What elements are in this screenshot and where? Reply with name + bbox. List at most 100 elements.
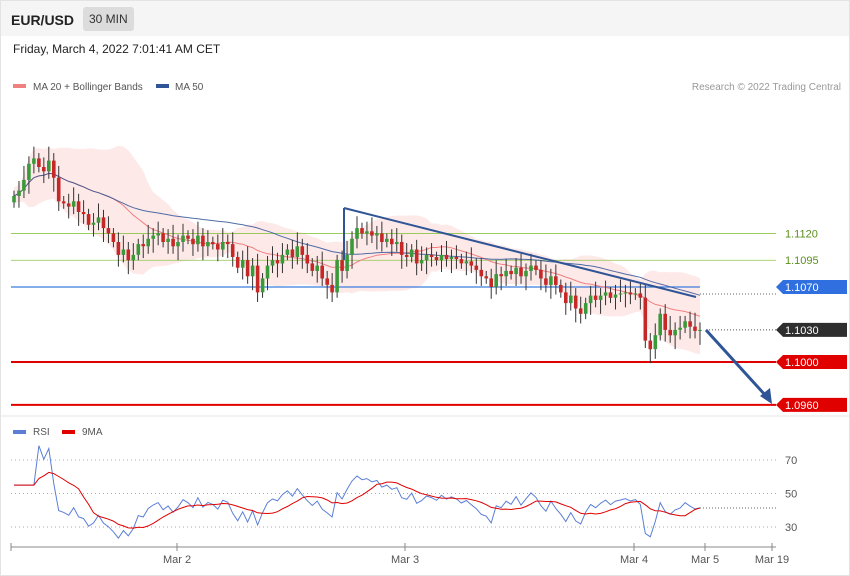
price-levels bbox=[11, 233, 776, 406]
candle-body bbox=[559, 284, 563, 293]
candle-body bbox=[360, 228, 364, 234]
candle-body bbox=[638, 293, 643, 298]
candle-body bbox=[300, 246, 305, 255]
candle-body bbox=[668, 329, 672, 336]
candle-body bbox=[96, 217, 101, 223]
bollinger-bands bbox=[14, 145, 700, 355]
candle-body bbox=[275, 260, 280, 264]
candle-body bbox=[569, 295, 573, 304]
candle-body bbox=[698, 329, 702, 331]
candle-body bbox=[409, 249, 414, 257]
candle-body bbox=[663, 313, 667, 330]
rsi-legend-label: RSI bbox=[33, 427, 50, 438]
candle-body bbox=[578, 308, 583, 314]
candle-body bbox=[181, 235, 185, 242]
candle-body bbox=[101, 217, 106, 229]
candle-body bbox=[628, 292, 633, 295]
time-axis-label: Mar 19 bbox=[755, 554, 789, 566]
candle-body bbox=[126, 249, 131, 261]
candle-body bbox=[201, 235, 205, 247]
candle-body bbox=[91, 222, 96, 225]
candle-body bbox=[161, 233, 165, 242]
candle-body bbox=[504, 270, 508, 277]
candle-body bbox=[295, 246, 300, 257]
candle-body bbox=[380, 233, 384, 242]
level-label-tag bbox=[776, 397, 847, 412]
candle-body bbox=[683, 321, 687, 328]
candle-body bbox=[648, 340, 653, 350]
candle-body bbox=[56, 177, 61, 202]
level-label-tag bbox=[776, 322, 847, 337]
candle-body bbox=[459, 259, 464, 264]
candle-body bbox=[245, 260, 250, 277]
rsi-legend-swatch bbox=[13, 430, 26, 434]
candle-body bbox=[524, 270, 528, 277]
level-label-text: 1.1070 bbox=[785, 282, 819, 294]
candle-body bbox=[290, 249, 295, 257]
candle-body bbox=[653, 335, 658, 350]
timeframe-button[interactable]: 30 MIN bbox=[83, 7, 134, 31]
ma50-line bbox=[13, 172, 701, 296]
ma20-line bbox=[13, 172, 701, 317]
candle-body bbox=[176, 242, 180, 247]
candle-body bbox=[255, 265, 260, 293]
candle-body bbox=[429, 254, 434, 257]
candle-body bbox=[688, 321, 692, 327]
level-label-text: 1.1030 bbox=[785, 325, 819, 337]
downtrend-line bbox=[343, 207, 697, 298]
candle-body bbox=[479, 269, 484, 277]
candle-body bbox=[519, 267, 523, 277]
candle-body bbox=[365, 231, 369, 234]
candle-body bbox=[156, 233, 160, 236]
candle-body bbox=[370, 231, 374, 236]
forecast-arrow-shaft bbox=[704, 328, 768, 398]
candle-body bbox=[399, 242, 404, 255]
candle-body bbox=[484, 276, 488, 279]
ma9-legend-label: 9MA bbox=[82, 427, 103, 438]
candle-body bbox=[573, 295, 578, 309]
level-labels: 1.1120 1.1095 1.1070 1.1030 1.1000 1.0960 bbox=[776, 228, 847, 412]
candle-body bbox=[17, 190, 21, 196]
candle-body bbox=[474, 265, 479, 270]
candle-body bbox=[499, 274, 503, 277]
candle-body bbox=[42, 167, 46, 172]
candle-body bbox=[593, 295, 598, 300]
candle-body bbox=[141, 244, 145, 247]
candle-body bbox=[86, 214, 91, 225]
candle-body bbox=[419, 260, 424, 264]
candle-body bbox=[355, 228, 359, 239]
candle-body bbox=[270, 260, 275, 266]
candle-body bbox=[196, 235, 200, 245]
candle-body bbox=[76, 201, 81, 212]
candle-body bbox=[390, 238, 394, 245]
candle-body bbox=[603, 292, 608, 296]
candle-body bbox=[693, 326, 697, 331]
candle-body bbox=[529, 265, 533, 271]
time-axis-label: Mar 4 bbox=[620, 554, 648, 566]
level-label-tag bbox=[776, 355, 847, 369]
candle-body bbox=[52, 160, 56, 178]
ma50-legend-swatch bbox=[156, 84, 169, 88]
candle-body bbox=[514, 267, 518, 275]
candle-body bbox=[345, 254, 349, 271]
candle-body bbox=[315, 265, 319, 271]
candle-body bbox=[226, 242, 230, 245]
candle-body bbox=[489, 278, 493, 287]
candle-body bbox=[116, 242, 121, 255]
bollinger-band-area bbox=[14, 145, 700, 355]
candle-body bbox=[414, 249, 419, 264]
candle-body bbox=[583, 303, 588, 314]
candle-body bbox=[618, 293, 623, 295]
candle-body bbox=[216, 244, 220, 250]
candle-body bbox=[146, 238, 150, 247]
candle-body bbox=[280, 254, 285, 264]
ma9-legend-swatch bbox=[62, 430, 75, 434]
candle-body bbox=[305, 254, 310, 264]
candle-body bbox=[106, 228, 111, 234]
level-label-text: 1.1000 bbox=[785, 357, 819, 369]
candle-body bbox=[494, 274, 498, 287]
candle-body bbox=[12, 195, 16, 203]
candle-body bbox=[206, 242, 210, 247]
time-axis-label: Mar 2 bbox=[163, 554, 191, 566]
